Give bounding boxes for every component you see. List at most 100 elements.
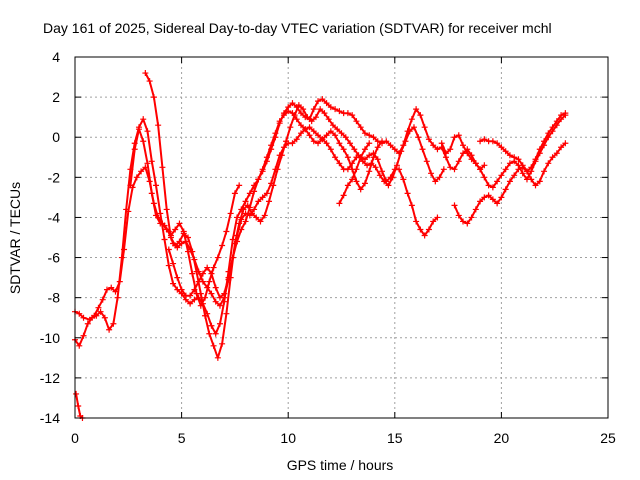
data-point	[549, 154, 556, 161]
data-point	[236, 220, 243, 227]
data-point	[99, 296, 106, 303]
data-point	[276, 118, 283, 125]
data-point	[182, 238, 189, 245]
data-point	[144, 160, 151, 167]
data-point	[391, 146, 398, 153]
data-point	[153, 182, 160, 189]
data-point	[413, 106, 420, 113]
data-point	[161, 222, 168, 229]
data-point	[489, 184, 496, 191]
data-point	[204, 264, 211, 271]
data-point	[225, 274, 232, 281]
y-tick-label: -4	[48, 209, 61, 225]
data-point	[246, 190, 253, 197]
data-point	[165, 246, 172, 253]
data-point	[455, 132, 462, 139]
data-point	[404, 190, 411, 197]
series-line	[75, 392, 84, 419]
data-point	[489, 138, 496, 145]
data-point	[323, 140, 330, 147]
data-point	[310, 106, 317, 113]
data-point	[502, 166, 509, 173]
data-point	[364, 162, 371, 169]
data-point	[219, 340, 226, 347]
series-track-3	[72, 96, 488, 349]
data-point	[76, 342, 83, 349]
data-point	[344, 182, 351, 189]
data-point	[315, 98, 322, 105]
series-line	[74, 98, 486, 347]
data-point	[376, 172, 383, 179]
x-tick-label: 0	[71, 430, 79, 446]
data-point	[344, 110, 351, 117]
data-point	[312, 114, 319, 121]
data-point	[103, 286, 110, 293]
data-point	[477, 166, 484, 173]
data-point	[451, 134, 458, 141]
data-point	[359, 158, 366, 165]
data-point	[114, 294, 121, 301]
data-point	[285, 108, 292, 115]
data-point	[428, 170, 435, 177]
data-point	[468, 214, 475, 221]
data-point	[353, 178, 360, 185]
x-tick-label: 15	[387, 430, 403, 446]
data-point	[379, 168, 386, 175]
data-point	[216, 294, 223, 301]
data-point	[515, 156, 522, 163]
y-tick-label: -8	[48, 290, 61, 306]
data-point	[481, 194, 488, 201]
data-point	[472, 206, 479, 213]
data-point	[123, 206, 130, 213]
data-point	[76, 310, 83, 317]
data-point	[430, 142, 437, 149]
data-point	[135, 126, 142, 133]
data-point	[545, 130, 552, 137]
data-point	[370, 154, 377, 161]
data-point	[274, 166, 281, 173]
x-tick-label: 10	[280, 430, 296, 446]
data-point	[357, 154, 364, 161]
data-point	[259, 166, 266, 173]
data-point	[176, 220, 183, 227]
data-point	[197, 290, 204, 297]
data-point	[172, 242, 179, 249]
data-point	[242, 198, 249, 205]
data-point	[272, 130, 279, 137]
data-point	[193, 268, 200, 275]
data-point	[289, 140, 296, 147]
data-point	[216, 302, 223, 309]
data-point	[106, 326, 113, 333]
y-tick-label: -14	[40, 410, 60, 426]
data-point	[393, 162, 400, 169]
data-point	[506, 152, 513, 159]
series-track-9	[477, 110, 569, 175]
data-point	[140, 116, 147, 123]
data-point	[406, 128, 413, 135]
data-point	[297, 130, 304, 137]
series-line	[338, 142, 371, 205]
data-point	[212, 284, 219, 291]
plot-frame	[74, 56, 609, 419]
data-point	[502, 186, 509, 193]
data-point	[323, 100, 330, 107]
data-point	[251, 188, 258, 195]
data-point	[208, 322, 215, 329]
series-track-8	[451, 140, 569, 227]
data-point	[321, 110, 328, 117]
data-point	[351, 146, 358, 153]
data-point	[319, 96, 326, 103]
data-point	[472, 160, 479, 167]
data-point	[494, 178, 501, 185]
data-point	[528, 176, 535, 183]
data-point	[327, 104, 334, 111]
data-point	[161, 236, 168, 243]
data-point	[408, 116, 415, 123]
data-point	[189, 270, 196, 277]
data-point	[297, 122, 304, 129]
data-point	[340, 146, 347, 153]
data-point	[165, 262, 172, 269]
data-point	[214, 354, 221, 361]
data-point	[558, 144, 565, 151]
data-point	[89, 314, 96, 321]
